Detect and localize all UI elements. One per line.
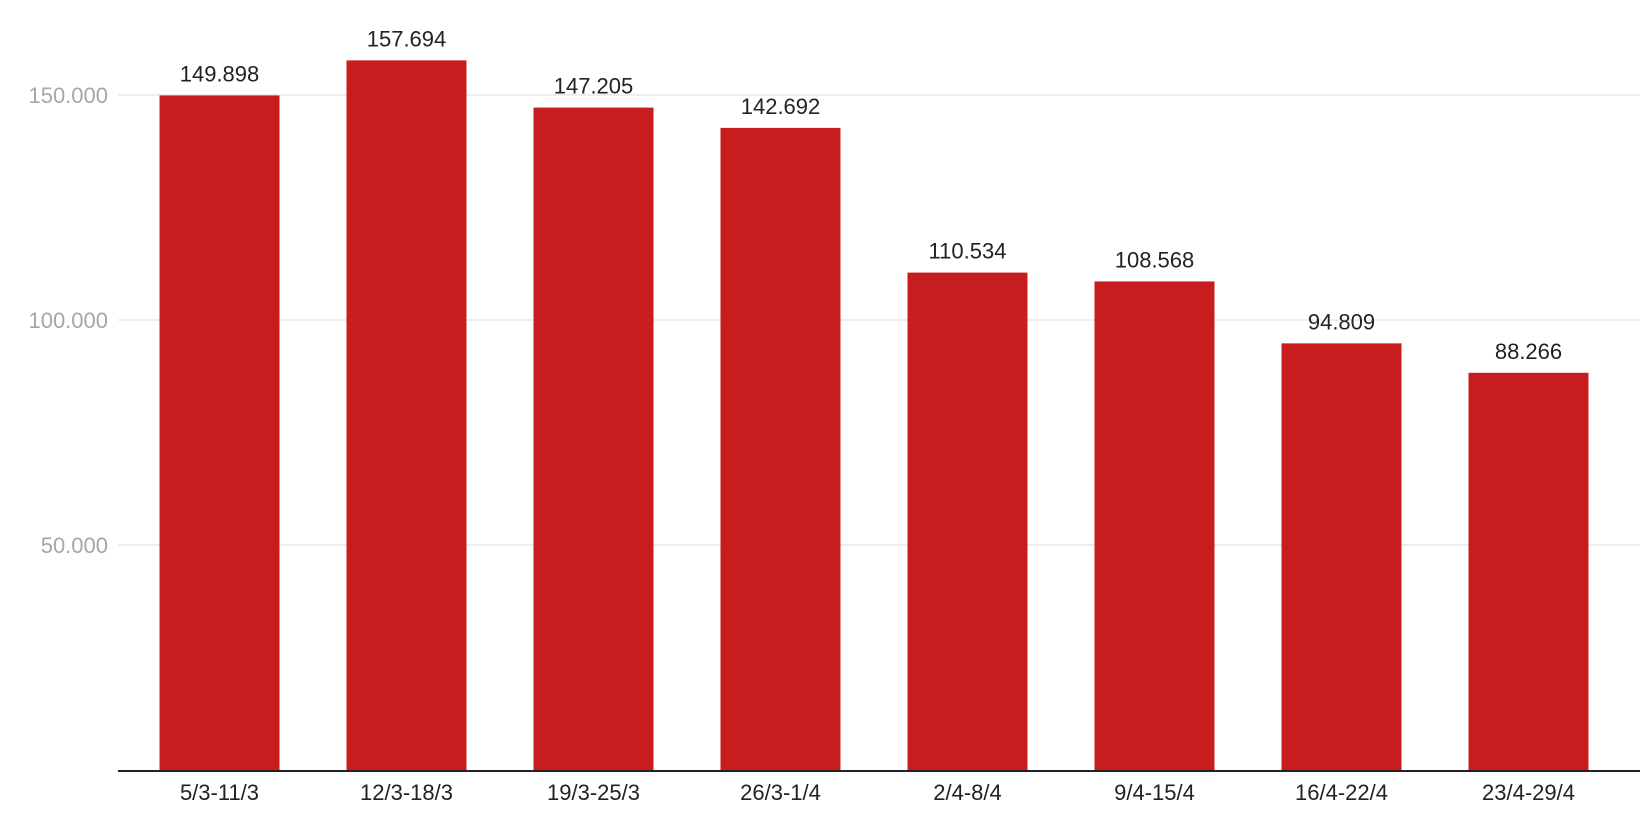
value-label-6: 94.809: [1308, 309, 1375, 334]
bar-6: [1281, 343, 1402, 770]
category-label-0: 5/3-11/3: [180, 780, 259, 805]
y-tick-label-2: 150.000: [28, 83, 108, 108]
value-label-1: 157.694: [367, 26, 447, 51]
value-labels-layer: 149.898 157.694 147.205 142.692 110.534 108.5…: [180, 26, 1562, 363]
x-axis-categories: 5/3-11/3 12/3-18/3 19/3-25/3 26/3-1/4 2/4-8/…: [180, 780, 1575, 805]
bar-1: [346, 60, 467, 770]
category-label-3: 26/3-1/4: [740, 780, 821, 805]
category-label-2: 19/3-25/3: [547, 780, 640, 805]
value-label-2: 147.205: [554, 74, 634, 99]
category-label-4: 2/4-8/4: [933, 780, 1002, 805]
y-tick-label-1: 100.000: [28, 308, 108, 333]
value-label-3: 142.692: [741, 94, 821, 119]
value-label-5: 108.568: [1115, 247, 1195, 272]
bar-0: [159, 95, 280, 771]
bar-4: [907, 272, 1028, 770]
bar-5: [1094, 281, 1215, 770]
grid-layer: [118, 94, 1640, 546]
category-label-6: 16/4-22/4: [1295, 780, 1388, 805]
y-axis-ticks: 50.000 100.000 150.000: [28, 83, 108, 558]
category-label-5: 9/4-15/4: [1114, 780, 1195, 805]
value-label-0: 149.898: [180, 61, 260, 86]
value-label-7: 88.266: [1495, 339, 1562, 364]
value-label-4: 110.534: [929, 239, 1007, 264]
category-label-1: 12/3-18/3: [360, 780, 453, 805]
category-label-7: 23/4-29/4: [1482, 780, 1575, 805]
bar-7: [1468, 372, 1589, 770]
bar-3: [720, 127, 841, 771]
bar-2: [533, 107, 654, 770]
y-tick-label-0: 50.000: [41, 533, 108, 558]
bars-layer: [159, 60, 1589, 771]
